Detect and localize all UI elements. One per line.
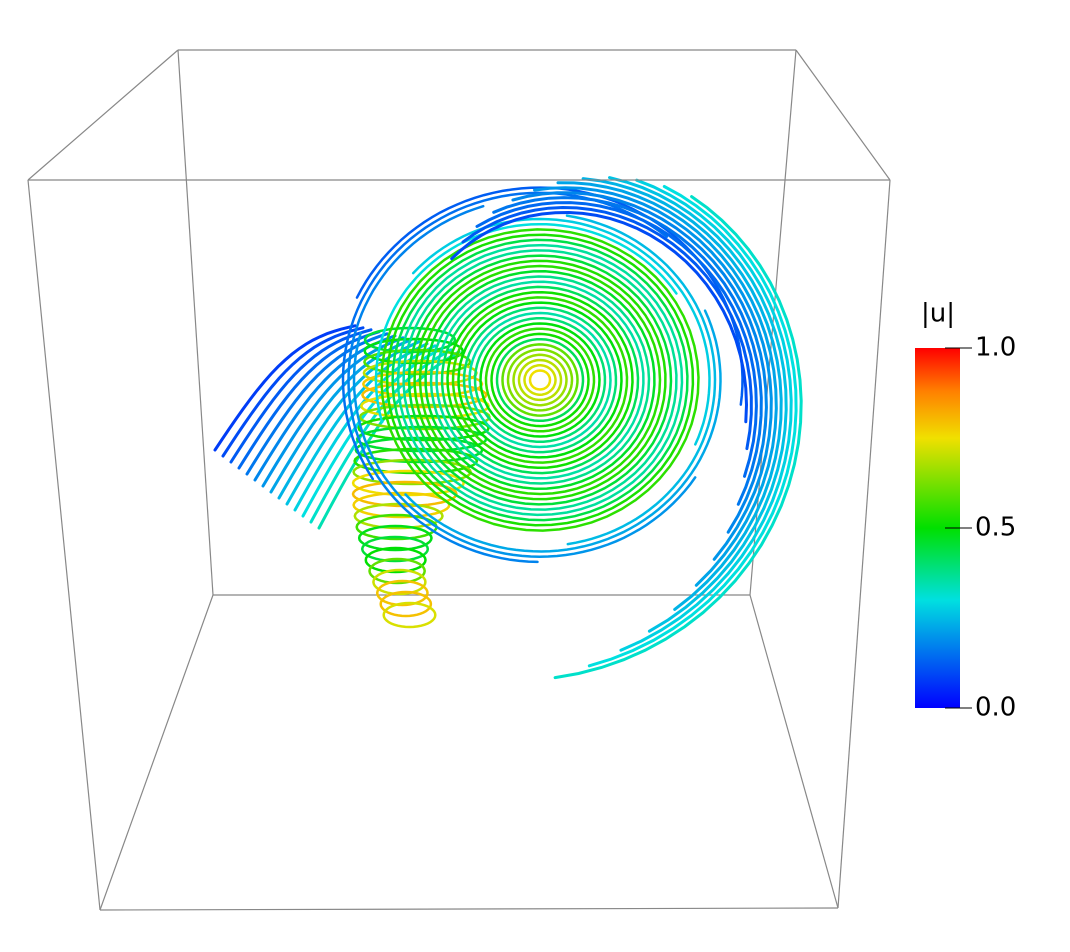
streamline: [457, 301, 623, 459]
streamline: [473, 317, 607, 443]
box-edge: [177, 49, 214, 596]
streamline: [479, 322, 601, 438]
bounding-box-front: [27, 179, 891, 911]
box-edge: [749, 594, 839, 909]
streamline: [429, 275, 651, 485]
streamline: [213, 324, 357, 452]
streamline: [355, 513, 438, 541]
streamline: [407, 254, 673, 506]
streamline: [351, 480, 458, 508]
box-edge: [27, 49, 179, 181]
streamline: [492, 196, 763, 506]
streamline: [528, 369, 552, 391]
streamline: [462, 306, 618, 454]
streamline: [475, 201, 758, 478]
streamline: [506, 348, 574, 412]
box-edge: [99, 594, 214, 911]
streamline: [523, 364, 557, 396]
streamline: [374, 222, 678, 424]
streamline: [347, 204, 539, 564]
streamline: [396, 243, 684, 517]
streamline: [382, 601, 437, 629]
box-edge: [795, 49, 891, 181]
streamline: [446, 290, 634, 470]
streamline: [451, 296, 629, 464]
streamline: [391, 238, 689, 522]
streamline: [461, 205, 753, 451]
streamline: [380, 228, 700, 532]
tick-label: 0.5: [975, 513, 1016, 543]
streamline: [484, 327, 596, 433]
streamline: [352, 331, 697, 558]
box-edge: [27, 179, 101, 911]
streamline: [418, 264, 662, 496]
streamline: [490, 332, 590, 428]
box-edge: [837, 179, 891, 909]
streamlines: [213, 176, 803, 680]
streamline: [619, 178, 793, 652]
streamline: [533, 186, 773, 561]
colorbar-ticks: 0.0 0.5 1.0: [945, 333, 1016, 723]
tick-label: 1.0: [975, 333, 1016, 363]
streamline: [402, 249, 678, 511]
streamline: [352, 491, 451, 519]
streamline: [435, 280, 645, 480]
streamline: [237, 330, 381, 470]
streamline: [379, 590, 433, 618]
streamline: [553, 195, 803, 680]
streamline: [440, 285, 640, 475]
streamline: [565, 214, 717, 546]
streamline: [501, 343, 579, 417]
streamline: [353, 502, 444, 530]
streamline: [517, 358, 563, 402]
streamline: [221, 326, 365, 458]
streamline: [511, 191, 768, 534]
streamline: [357, 524, 433, 552]
streamline: [360, 535, 430, 563]
streamline: [587, 185, 798, 668]
box-edge: [99, 907, 839, 911]
streamline: [468, 311, 612, 449]
streamline: [385, 233, 695, 527]
streamline: [317, 350, 461, 530]
streamline: [424, 270, 656, 490]
streamline: [608, 176, 788, 633]
streamline: [556, 181, 778, 587]
streamline: [413, 259, 667, 501]
streamline: [404, 309, 722, 553]
tick-label: 0.0: [975, 693, 1016, 723]
streamline: [450, 210, 749, 424]
streamline: [495, 337, 585, 423]
streamline: [355, 425, 488, 453]
streamline: [512, 353, 568, 407]
streamline: [581, 177, 783, 611]
streamline: [245, 332, 389, 476]
colorbar-title: |u|: [921, 299, 955, 329]
streamline: [285, 342, 429, 506]
